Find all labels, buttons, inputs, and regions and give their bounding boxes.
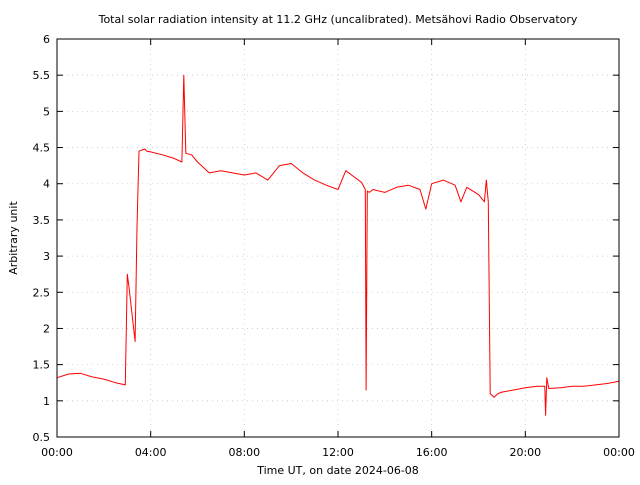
x-tick-label: 00:00 — [603, 446, 635, 459]
x-tick-label: 04:00 — [135, 446, 167, 459]
y-tick-label: 0.5 — [33, 431, 51, 444]
y-tick-label: 3 — [43, 250, 50, 263]
grid-layer — [57, 39, 619, 437]
plot-frame — [56, 38, 620, 438]
x-axis-label: Time UT, on date 2024-06-08 — [256, 464, 419, 477]
x-tick-label: 12:00 — [322, 446, 354, 459]
chart-title: Total solar radiation intensity at 11.2 … — [98, 13, 578, 26]
y-tick-label: 2.5 — [33, 286, 51, 299]
y-tick-label: 6 — [43, 33, 50, 46]
y-tick-label: 2 — [43, 322, 50, 335]
x-tick-label: 20:00 — [509, 446, 541, 459]
series-layer — [56, 74, 619, 416]
series-line — [56, 74, 619, 416]
y-tick-label: 1 — [43, 395, 50, 408]
x-tick-label: 00:00 — [41, 446, 73, 459]
tick-layer: 0.5 1 1.5 2 2.5 3 3.5 4 4.5 5 5.5 6 00:00 04:00 08:00 1… — [33, 33, 635, 459]
y-tick-label: 5 — [43, 105, 50, 118]
y-tick-label: 4 — [43, 178, 50, 191]
y-axis-label: Arbitrary unit — [7, 201, 20, 275]
y-tick-label: 1.5 — [33, 359, 51, 372]
x-tick-label: 08:00 — [228, 446, 260, 459]
y-tick-label: 3.5 — [33, 214, 51, 227]
y-tick-label: 4.5 — [33, 142, 51, 155]
x-tick-label: 16:00 — [416, 446, 448, 459]
y-tick-label: 5.5 — [33, 69, 51, 82]
